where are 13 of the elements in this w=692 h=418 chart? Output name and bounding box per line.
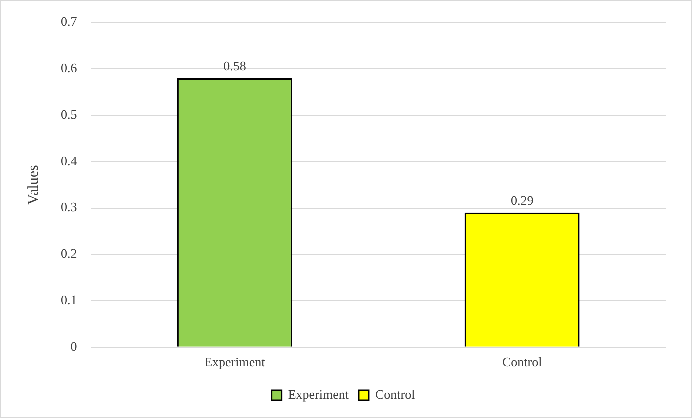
y-tick-label: 0.3 [61, 200, 78, 215]
data-label: 0.58 [224, 58, 246, 74]
data-label: 0.29 [510, 192, 534, 208]
y-axis-title: Values [26, 164, 42, 206]
y-tick-label: 0.5 [61, 106, 78, 122]
y-tick-label: 0.6 [61, 60, 78, 76]
legend-label: Control [375, 386, 416, 402]
legend-label: Experiment [288, 386, 350, 402]
y-tick-label: 0 [70, 338, 78, 354]
y-tick-label: 0.2 [61, 246, 78, 262]
y-tick-label: 0.4 [61, 153, 78, 168]
y-tick-label: 0.1 [61, 292, 78, 308]
y-tick-label: 0.7 [61, 14, 78, 30]
